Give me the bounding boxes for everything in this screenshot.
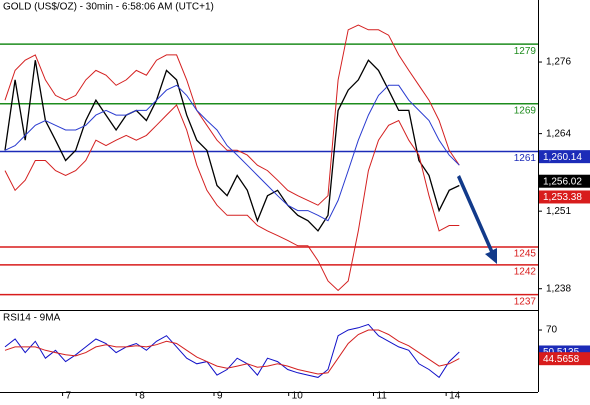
price-tag-label: 1,260.14 [543, 152, 582, 163]
x-tick-label: 9 [217, 391, 223, 400]
level-label: 1279 [514, 46, 537, 57]
chart-title: GOLD (US$/OZ) - 30min - 6:58:06 AM (UTC+… [3, 2, 214, 13]
panel-title: RSI14 - 9MA [3, 313, 61, 324]
price-tag [539, 190, 590, 204]
x-tick-label: 10 [292, 391, 304, 400]
x-tick-label: 14 [449, 391, 461, 400]
level-label: 1261 [514, 153, 537, 164]
level-label: 1242 [514, 266, 537, 277]
plot-area [0, 24, 538, 379]
y-tick-label: 1,238 [546, 283, 571, 294]
forecast-arrow [457, 175, 497, 264]
price-tag-label: 1,253.38 [543, 192, 582, 203]
price-tag [539, 150, 590, 164]
price-tag-label: 1,256.02 [543, 176, 582, 187]
series-line [4, 84, 460, 222]
series-line [4, 329, 460, 375]
level-label: 1245 [514, 249, 537, 260]
series-line [4, 323, 460, 379]
y-tick-label: 1,276 [546, 57, 571, 68]
price-tag-label: 44.5658 [543, 354, 580, 365]
x-tick-label: 8 [139, 391, 145, 400]
x-tick-label: 11 [376, 391, 387, 400]
x-tick-label: 7 [66, 391, 72, 400]
series-line [4, 59, 460, 232]
y-tick-label: 70 [546, 325, 558, 336]
price-tag [539, 352, 590, 366]
y-tick-label: 1,264 [546, 128, 571, 139]
price-tag [539, 174, 590, 188]
y-tick-label: 1,251 [546, 206, 571, 217]
series-line [4, 104, 460, 292]
level-label: 1237 [514, 296, 537, 307]
level-label: 1269 [514, 105, 537, 116]
